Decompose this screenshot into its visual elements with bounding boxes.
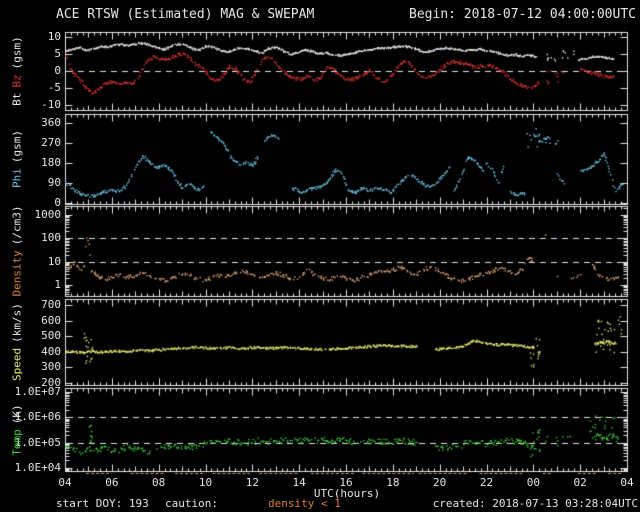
ylabel-part: (gsm) [10, 36, 24, 70]
y-tick-label: 200 [41, 375, 61, 389]
ylabel-part: (K) [10, 403, 24, 424]
y-tick-label: -5 [47, 80, 61, 94]
x-tick-label: 04 [58, 476, 72, 489]
y-tick-label: 360 [41, 116, 61, 130]
ylabel-part: (/cm3) [10, 205, 24, 246]
panel-ylabel-density: Density (/cm3) [10, 205, 24, 297]
panel-ylabel-phi: Phi (gsm) [10, 130, 24, 188]
caution-value: density < 1 [268, 497, 341, 510]
ylabel-part: Bt [10, 92, 24, 106]
x-tick-label: 16 [339, 476, 353, 489]
y-tick-label: 300 [41, 360, 61, 374]
page-title: ACE RTSW (Estimated) MAG & SWEPAM [56, 7, 315, 22]
x-tick-label: 20 [433, 476, 447, 489]
panel-ylabel-speed: Speed (km/s) [10, 303, 24, 381]
x-tick-label: 06 [105, 476, 119, 489]
ylabel-part: (km/s) [10, 303, 24, 343]
x-tick-label: 10 [198, 476, 213, 489]
x-tick-label: 08 [152, 476, 166, 489]
created-timestamp: created: 2018-07-13 03:28:04UTC [432, 497, 638, 510]
y-tick-label: 0 [54, 64, 61, 77]
ylabel-part: Temp [10, 428, 24, 456]
start-doy-label: start DOY: 193 [56, 497, 149, 510]
y-tick-label: -10 [41, 97, 61, 111]
y-tick-label: 270 [41, 136, 61, 150]
y-tick-label: 1000 [34, 208, 62, 222]
x-tick-label: 00 [526, 476, 540, 489]
panel-ylabel-temp: Temp (K) [10, 403, 24, 456]
ylabel-part: Speed [10, 347, 24, 381]
begin-timestamp: Begin: 2018-07-12 04:00:00UTC [409, 7, 636, 22]
y-tick-label: 100 [41, 231, 61, 245]
y-tick-label: 1.0E+06 [14, 410, 61, 424]
y-tick-label: 1 [54, 278, 61, 292]
y-tick-label: 400 [41, 344, 61, 358]
y-tick-label: 1.0E+07 [14, 385, 61, 399]
x-tick-label: 22 [479, 476, 494, 489]
y-tick-label: 0 [54, 196, 61, 210]
ylabel-part: Bz [10, 74, 24, 88]
y-tick-label: 1.0E+05 [14, 435, 61, 449]
y-tick-label: 10 [47, 254, 61, 268]
x-tick-label: 14 [292, 476, 306, 489]
y-tick-label: 600 [41, 313, 61, 327]
y-tick-label: 90 [47, 176, 61, 190]
x-axis-title: UTC(hours) [313, 487, 381, 500]
x-tick-label: 02 [573, 476, 587, 489]
ylabel-part: Phi [10, 168, 24, 188]
ylabel-part: (gsm) [10, 130, 24, 164]
y-tick-label: 700 [41, 297, 61, 311]
panel-ylabel-bt-bz-mag: Bt Bz (gsm) [10, 36, 24, 106]
y-tick-label: 1.0E+04 [14, 460, 61, 474]
y-tick-label: 180 [41, 156, 61, 170]
y-tick-label: 5 [54, 47, 61, 61]
x-tick-label: 04 [620, 476, 634, 489]
ylabel-part: Density [10, 250, 24, 297]
caution-label: caution: [165, 497, 218, 510]
x-tick-label: 12 [245, 476, 259, 489]
x-tick-label: 18 [386, 476, 400, 489]
y-tick-label: 500 [41, 329, 61, 343]
y-tick-label: 10 [47, 30, 61, 44]
